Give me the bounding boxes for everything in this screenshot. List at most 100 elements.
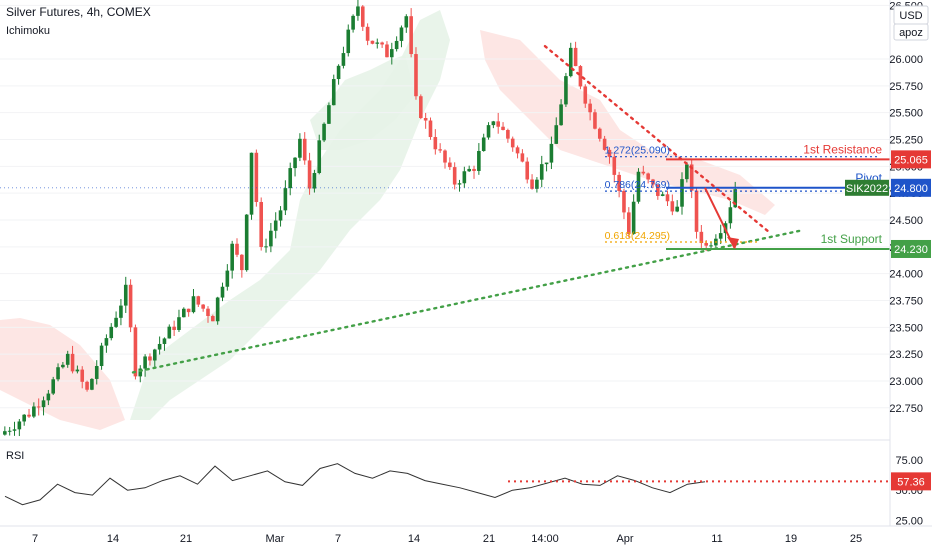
candle-body — [385, 44, 389, 58]
candle-body — [423, 118, 428, 121]
candle-body — [399, 27, 404, 41]
fib-level-label: 0.786(24.769) — [605, 179, 670, 191]
candle-body — [530, 179, 534, 189]
time-tick-label: 25 — [850, 533, 862, 545]
candle-body — [32, 406, 36, 417]
chart-title: Silver Futures, 4h, COMEX — [6, 5, 151, 19]
candle-body — [419, 96, 423, 119]
candle-body — [138, 368, 143, 377]
candle-body — [404, 16, 409, 28]
time-tick-label: 7 — [335, 533, 341, 545]
candle-body — [85, 381, 89, 390]
candle-body — [433, 137, 438, 150]
candle-body — [264, 246, 268, 248]
candle-body — [61, 364, 65, 368]
candle-body — [162, 338, 167, 344]
cloud-region — [310, 55, 415, 150]
candle-body — [370, 40, 375, 44]
time-tick-label: 14:00 — [531, 533, 559, 545]
candle-body — [457, 183, 462, 185]
candlestick-series — [3, 0, 738, 437]
price-tick-label: 26.000 — [889, 54, 923, 66]
candle-body — [501, 126, 505, 130]
candle-body — [94, 366, 99, 379]
candle-body — [70, 353, 75, 372]
candle-body — [99, 345, 104, 367]
candle-body — [182, 308, 186, 318]
candle-body — [428, 120, 433, 138]
contract-tag-text: SIK2022 — [846, 183, 888, 195]
candle-body — [273, 220, 278, 231]
scale-mode-button[interactable] — [893, 23, 929, 41]
candle-body — [486, 125, 491, 138]
candle-body — [191, 296, 196, 313]
candle-body — [283, 188, 288, 211]
candle-body — [443, 150, 447, 163]
candle-body — [622, 190, 626, 213]
candle-body — [36, 406, 41, 408]
candle-body — [90, 378, 94, 390]
candle-body — [568, 47, 573, 77]
candle-body — [186, 308, 191, 313]
candle-body — [699, 231, 704, 244]
price-tag-text: 25.065 — [894, 154, 928, 166]
candle-body — [597, 128, 602, 139]
candle-body — [680, 179, 684, 207]
candle-body — [22, 414, 26, 422]
time-tick-label: 14 — [408, 533, 420, 545]
candle-body — [3, 431, 7, 435]
indicator-label: Ichimoku — [6, 25, 50, 37]
time-axis[interactable]: 7 14 21 Mar 7 14 21 14:00 Apr 11 19 25 — [32, 533, 862, 545]
candle-body — [109, 326, 114, 339]
rsi-line — [4, 463, 706, 506]
rsi-tag-text: 57.36 — [897, 476, 925, 488]
candle-body — [254, 152, 259, 202]
candle-body — [506, 129, 510, 139]
candle-body — [462, 171, 467, 184]
candle-body — [302, 138, 307, 161]
candle-body — [685, 164, 689, 180]
candle-body — [240, 254, 244, 271]
candle-body — [215, 297, 220, 322]
price-tick-label: 24.000 — [889, 269, 923, 281]
candle-body — [539, 164, 544, 180]
candle-body — [346, 29, 351, 54]
candle-body — [17, 421, 22, 430]
candle-body — [607, 149, 612, 157]
candle-body — [656, 184, 660, 196]
candle-body — [46, 393, 51, 401]
price-tick-label: 25.750 — [889, 81, 923, 93]
price-tick-label: 22.750 — [889, 403, 923, 415]
candle-body — [220, 286, 225, 298]
price-tick-label: 25.250 — [889, 135, 923, 147]
candle-body — [312, 173, 317, 189]
candle-body — [651, 179, 655, 185]
candle-body — [559, 104, 563, 126]
price-gridlines — [0, 4, 890, 409]
candle-body — [341, 53, 346, 66]
candle-body — [380, 42, 384, 45]
candle-body — [602, 138, 607, 150]
candle-body — [133, 327, 138, 377]
candle-body — [128, 284, 133, 328]
candle-body — [317, 140, 322, 174]
candle-body — [510, 138, 515, 148]
candle-body — [196, 296, 201, 305]
candle-body — [709, 245, 713, 247]
candle-body — [259, 201, 263, 247]
candle-body — [293, 157, 297, 169]
scale-mode-label: apoz — [899, 27, 923, 39]
rsi-tick-label: 75.00 — [895, 455, 923, 467]
candle-body — [119, 305, 123, 318]
price-tags: 25.065 24.800 SIK2022 24.230 — [845, 150, 931, 258]
candle-body — [520, 153, 525, 162]
level-label: 1st Support — [821, 232, 883, 246]
candle-body — [375, 42, 380, 44]
candle-body — [481, 137, 486, 151]
candle-body — [477, 150, 481, 171]
time-tick-label: Mar — [266, 533, 285, 545]
candle-body — [573, 47, 578, 67]
candle-body — [56, 367, 60, 380]
